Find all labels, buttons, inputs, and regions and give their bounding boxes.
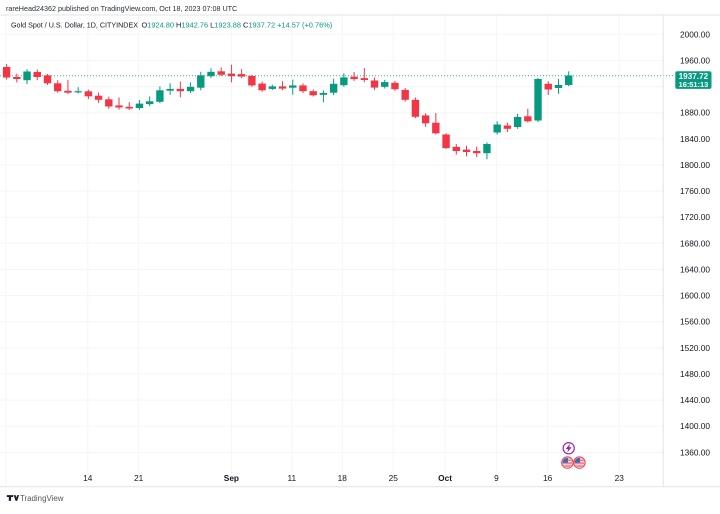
svg-text:TradingView: TradingView xyxy=(20,494,64,503)
svg-text:9: 9 xyxy=(494,473,499,483)
svg-text:23: 23 xyxy=(615,473,625,483)
svg-text:1360.00: 1360.00 xyxy=(680,447,710,457)
svg-text:1680.00: 1680.00 xyxy=(680,238,710,248)
svg-text:1600.00: 1600.00 xyxy=(680,291,710,301)
svg-text:11: 11 xyxy=(287,473,296,483)
svg-text:1560.00: 1560.00 xyxy=(680,317,710,327)
svg-text:Gold Spot / U.S. Dollar, 1D, C: Gold Spot / U.S. Dollar, 1D, CITYINDEX xyxy=(11,22,138,30)
svg-text:16: 16 xyxy=(543,473,553,483)
svg-text:21: 21 xyxy=(134,473,144,483)
svg-text:16:51:13: 16:51:13 xyxy=(679,80,709,89)
svg-text:1960.00: 1960.00 xyxy=(680,55,710,65)
svg-text:18: 18 xyxy=(338,473,348,483)
svg-text:25: 25 xyxy=(389,473,399,483)
svg-text:2000.00: 2000.00 xyxy=(680,29,710,39)
svg-text:Oct: Oct xyxy=(438,473,452,483)
svg-text:1760.00: 1760.00 xyxy=(680,186,710,196)
svg-text:rareHead24362 published on Tra: rareHead24362 published on TradingView.c… xyxy=(6,4,237,13)
svg-text:1937.72: 1937.72 xyxy=(679,72,709,81)
svg-text:1440.00: 1440.00 xyxy=(680,395,710,405)
svg-text:Sep: Sep xyxy=(224,473,239,483)
svg-text:1800.00: 1800.00 xyxy=(680,160,710,170)
svg-text:O1924.80 H1942.76 L1923.88 C19: O1924.80 H1942.76 L1923.88 C1937.72 +14.… xyxy=(142,21,333,30)
svg-text:1480.00: 1480.00 xyxy=(680,369,710,379)
svg-text:1720.00: 1720.00 xyxy=(680,212,710,222)
svg-text:1880.00: 1880.00 xyxy=(680,108,710,118)
svg-text:1520.00: 1520.00 xyxy=(680,343,710,353)
svg-text:1400.00: 1400.00 xyxy=(680,421,710,431)
svg-text:14: 14 xyxy=(83,473,93,483)
svg-text:1840.00: 1840.00 xyxy=(680,134,710,144)
svg-text:1640.00: 1640.00 xyxy=(680,265,710,275)
